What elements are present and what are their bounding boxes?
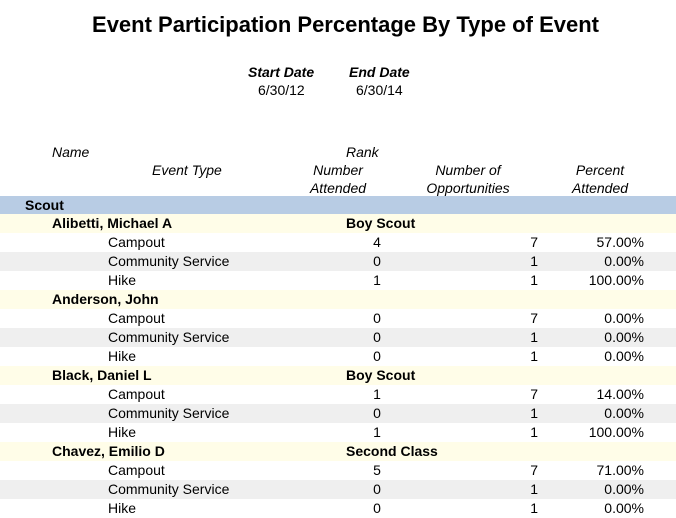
- end-date-label: End Date: [349, 64, 410, 80]
- column-header-name: Name: [52, 144, 90, 160]
- column-header-number-attended: Number Attended: [298, 161, 378, 197]
- scout-name: Black, Daniel L: [52, 367, 152, 383]
- event-row: Hike 0 1 0.00%: [0, 499, 676, 518]
- scout-name: Chavez, Emilio D: [52, 443, 165, 459]
- event-type: Hike: [108, 348, 137, 364]
- percent-attended: 57.00%: [596, 234, 644, 250]
- percent-attended: 0.00%: [604, 348, 644, 364]
- number-attended: 0: [373, 348, 381, 364]
- number-attended: 5: [373, 462, 381, 478]
- number-of-opportunities: 1: [530, 405, 538, 421]
- number-attended: 0: [373, 405, 381, 421]
- number-of-opportunities: 1: [530, 329, 538, 345]
- column-header-opportunities-line1: Number of: [435, 162, 501, 178]
- number-attended: 0: [373, 310, 381, 326]
- event-type: Hike: [108, 500, 137, 516]
- event-type: Hike: [108, 424, 137, 440]
- event-row: Campout 4 7 57.00%: [0, 233, 676, 252]
- percent-attended: 100.00%: [588, 272, 644, 288]
- scout-name: Anderson, John: [52, 291, 159, 307]
- report-body: Alibetti, Michael A Boy Scout Campout 4 7 57.…: [0, 214, 676, 518]
- event-row: Community Service 0 1 0.00%: [0, 328, 676, 347]
- event-type: Campout: [108, 234, 165, 250]
- number-of-opportunities: 7: [530, 234, 538, 250]
- percent-attended: 0.00%: [604, 405, 644, 421]
- end-date-value: 6/30/14: [356, 82, 403, 98]
- number-of-opportunities: 1: [530, 500, 538, 516]
- percent-attended: 0.00%: [604, 329, 644, 345]
- percent-attended: 14.00%: [596, 386, 644, 402]
- column-header-opportunities-line2: Opportunities: [426, 180, 510, 196]
- number-of-opportunities: 1: [530, 348, 538, 364]
- event-type: Community Service: [108, 329, 230, 345]
- scout-rank: Boy Scout: [346, 215, 416, 231]
- number-of-opportunities: 1: [530, 424, 538, 440]
- event-row: Hike 1 1 100.00%: [0, 423, 676, 442]
- column-header-number-attended-line1: Number: [313, 162, 363, 178]
- column-header-number-attended-line2: Attended: [309, 180, 367, 196]
- event-type: Campout: [108, 310, 165, 326]
- scout-row: Black, Daniel L Boy Scout: [0, 366, 676, 385]
- number-of-opportunities: 7: [530, 462, 538, 478]
- number-attended: 1: [373, 386, 381, 402]
- percent-attended: 0.00%: [604, 481, 644, 497]
- number-of-opportunities: 7: [530, 386, 538, 402]
- scout-rank: Boy Scout: [346, 367, 416, 383]
- number-attended: 0: [373, 329, 381, 345]
- number-attended: 0: [373, 253, 381, 269]
- event-row: Community Service 0 1 0.00%: [0, 404, 676, 423]
- number-attended: 4: [373, 234, 381, 250]
- scout-rank: Second Class: [346, 443, 438, 459]
- group-header-scout: Scout: [0, 196, 676, 214]
- number-of-opportunities: 1: [530, 481, 538, 497]
- percent-attended: 71.00%: [596, 462, 644, 478]
- column-header-percent-attended: Percent Attended: [556, 161, 644, 197]
- column-header-percent-line1: Percent: [575, 162, 625, 178]
- column-header-rank: Rank: [346, 144, 379, 160]
- number-of-opportunities: 7: [530, 310, 538, 326]
- event-row: Campout 0 7 0.00%: [0, 309, 676, 328]
- event-type: Campout: [108, 386, 165, 402]
- number-attended: 0: [373, 500, 381, 516]
- scout-row: Anderson, John: [0, 290, 676, 309]
- event-row: Campout 1 7 14.00%: [0, 385, 676, 404]
- number-attended: 1: [373, 272, 381, 288]
- event-type: Hike: [108, 272, 137, 288]
- event-row: Campout 5 7 71.00%: [0, 461, 676, 480]
- number-attended: 1: [373, 424, 381, 440]
- column-header-number-of-opportunities: Number of Opportunities: [416, 161, 520, 197]
- event-type: Campout: [108, 462, 165, 478]
- event-type: Community Service: [108, 253, 230, 269]
- event-type: Community Service: [108, 481, 230, 497]
- percent-attended: 0.00%: [604, 310, 644, 326]
- percent-attended: 0.00%: [604, 253, 644, 269]
- event-row: Hike 1 1 100.00%: [0, 271, 676, 290]
- percent-attended: 100.00%: [588, 424, 644, 440]
- event-row: Hike 0 1 0.00%: [0, 347, 676, 366]
- report-title: Event Participation Percentage By Type o…: [92, 12, 599, 37]
- scout-name: Alibetti, Michael A: [52, 215, 173, 231]
- scout-row: Chavez, Emilio D Second Class: [0, 442, 676, 461]
- event-type: Community Service: [108, 405, 230, 421]
- column-header-event-type: Event Type: [152, 162, 222, 178]
- start-date-value: 6/30/12: [258, 82, 305, 98]
- event-row: Community Service 0 1 0.00%: [0, 252, 676, 271]
- scout-row: Alibetti, Michael A Boy Scout: [0, 214, 676, 233]
- start-date-label: Start Date: [248, 64, 315, 80]
- column-header-percent-line2: Attended: [571, 180, 629, 196]
- number-of-opportunities: 1: [530, 253, 538, 269]
- number-of-opportunities: 1: [530, 272, 538, 288]
- number-attended: 0: [373, 481, 381, 497]
- event-row: Community Service 0 1 0.00%: [0, 480, 676, 499]
- percent-attended: 0.00%: [604, 500, 644, 516]
